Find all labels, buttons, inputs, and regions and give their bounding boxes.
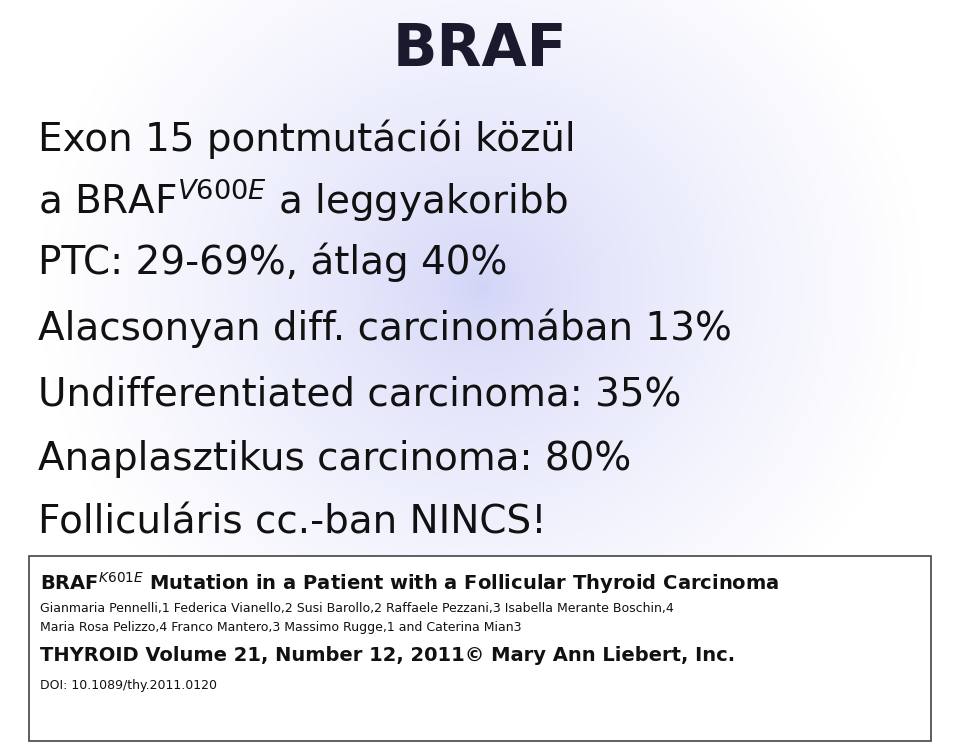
Text: Folliculáris cc.-ban NINCS!: Folliculáris cc.-ban NINCS! — [38, 504, 547, 541]
FancyBboxPatch shape — [29, 556, 931, 741]
Text: THYROID Volume 21, Number 12, 2011© Mary Ann Liebert, Inc.: THYROID Volume 21, Number 12, 2011© Mary… — [40, 646, 735, 664]
Text: Undifferentiated carcinoma: 35%: Undifferentiated carcinoma: 35% — [38, 375, 682, 413]
Text: Gianmaria Pennelli,1 Federica Vianello,2 Susi Barollo,2 Raffaele Pezzani,3 Isabe: Gianmaria Pennelli,1 Federica Vianello,2… — [40, 602, 674, 615]
Text: Anaplasztikus carcinoma: 80%: Anaplasztikus carcinoma: 80% — [38, 440, 632, 478]
Text: a BRAF$^{V600E}$ a leggyakoribb: a BRAF$^{V600E}$ a leggyakoribb — [38, 176, 568, 224]
Text: BRAF: BRAF — [393, 20, 567, 78]
Text: Exon 15 pontmutációi közül: Exon 15 pontmutációi közül — [38, 120, 576, 159]
Text: BRAF$^{K601E}$ Mutation in a Patient with a Follicular Thyroid Carcinoma: BRAF$^{K601E}$ Mutation in a Patient wit… — [40, 570, 780, 596]
Text: Maria Rosa Pelizzo,4 Franco Mantero,3 Massimo Rugge,1 and Caterina Mian3: Maria Rosa Pelizzo,4 Franco Mantero,3 Ma… — [40, 621, 522, 634]
Text: DOI: 10.1089/thy.2011.0120: DOI: 10.1089/thy.2011.0120 — [40, 680, 217, 692]
Text: Alacsonyan diff. carcinomában 13%: Alacsonyan diff. carcinomában 13% — [38, 309, 732, 348]
Text: PTC: 29-69%, átlag 40%: PTC: 29-69%, átlag 40% — [38, 243, 508, 282]
